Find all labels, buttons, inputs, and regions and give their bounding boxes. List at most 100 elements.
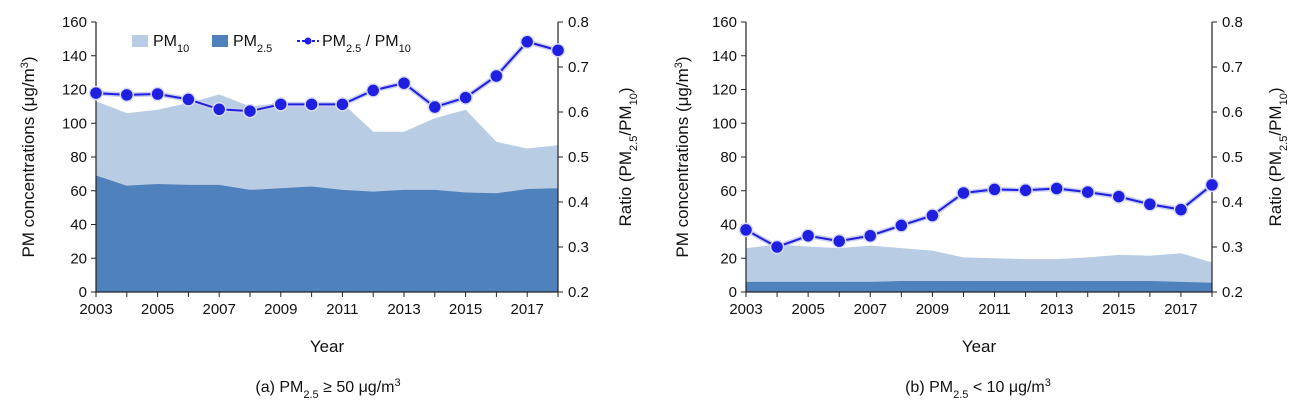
- x-tick-label: 2015: [449, 301, 482, 318]
- y-tick-label: 40: [70, 217, 87, 234]
- ratio-point: [427, 99, 443, 115]
- ratio-point: [956, 185, 971, 201]
- legend: PM10 PM2.5 PM2.5 / PM10: [132, 33, 411, 55]
- y2-tick-label: 0.5: [568, 149, 589, 166]
- ratio-point: [550, 43, 566, 58]
- chart-panel-a: 0 20 40 60 80 100 120 140 160 0.2 0.3 0.4 0.5 0.6 0.7 0…: [19, 14, 640, 401]
- y2-tick-label: 0.2: [568, 284, 589, 301]
- ratio-point: [365, 83, 381, 98]
- ratio-point: [304, 97, 319, 112]
- legend-swatch-ratio-marker: [304, 37, 312, 45]
- ratio-line-halo: [95, 38, 559, 114]
- ratio-line: [95, 40, 559, 113]
- ratio-point: [1080, 184, 1095, 200]
- y-tick-label: 0: [79, 284, 87, 301]
- ratio-point: [1111, 189, 1127, 204]
- legend-label-pm10: PM10: [153, 33, 189, 55]
- ratio-point: [1049, 181, 1064, 196]
- ratio-point: [863, 228, 878, 243]
- x-tick-label: 2017: [511, 301, 544, 318]
- y-tick-label: 60: [720, 183, 737, 200]
- y-tick-label: 20: [70, 250, 87, 267]
- ratio-point: [987, 182, 1002, 197]
- y-tick-label: 160: [62, 14, 87, 31]
- ratio-point: [1173, 202, 1189, 217]
- y-tick-label: 120: [712, 82, 737, 99]
- x-tick-label: 2003: [729, 301, 762, 318]
- panel-caption: (a) PM2.5 ≥ 50 μg/m3: [255, 377, 400, 401]
- y-tick-label: 140: [712, 48, 737, 65]
- x-tick-label: 2017: [1164, 301, 1197, 318]
- y2-tick-label: 0.4: [568, 194, 589, 211]
- ratio-point: [211, 102, 227, 117]
- x-tick-label: 2003: [79, 301, 112, 318]
- y-axis-title: PM concentrations (μg/m3): [673, 56, 692, 257]
- y2-tick-label: 0.6: [568, 104, 589, 121]
- y2-tick-label: 0.5: [1222, 149, 1243, 166]
- ratio-point: [1142, 197, 1158, 212]
- y2-axis-title: Ratio (PM2.5/PM10): [1266, 87, 1290, 226]
- y-tick-label: 20: [720, 250, 737, 267]
- ratio-point: [1018, 183, 1033, 198]
- y-tick-label: 80: [70, 149, 87, 166]
- y-tick-label: 120: [62, 82, 87, 99]
- x-tick-label: 2013: [1040, 301, 1073, 318]
- x-tick-label: 2007: [203, 301, 236, 318]
- y2-tick-label: 0.3: [568, 239, 589, 256]
- x-tick-label: 2005: [141, 301, 174, 318]
- y2-tick-label: 0.7: [568, 59, 589, 76]
- x-tick-label: 2009: [916, 301, 949, 318]
- ratio-point: [458, 90, 473, 105]
- panel-caption: (b) PM2.5 < 10 μg/m3: [905, 377, 1051, 401]
- x-tick-label: 2015: [1102, 301, 1135, 318]
- y-tick-label: 100: [62, 115, 87, 132]
- legend-swatch-pm25: [212, 35, 228, 47]
- ratio-point: [150, 86, 165, 102]
- x-axis-title: Year: [310, 337, 345, 356]
- ratio-point: [894, 218, 909, 233]
- y2-tick-label: 0.4: [1222, 194, 1243, 211]
- ratio-point: [181, 92, 196, 107]
- ratio-point: [831, 233, 847, 249]
- ratio-point: [396, 75, 412, 91]
- legend-label-ratio: PM2.5 / PM10: [322, 33, 411, 55]
- y2-tick-label: 0.6: [1222, 104, 1243, 121]
- ratio-point: [738, 222, 754, 238]
- x-tick-label: 2011: [326, 301, 358, 318]
- area-pm10: [746, 244, 1212, 292]
- y2-tick-label: 0.7: [1222, 59, 1243, 76]
- area-pm25: [746, 281, 1212, 292]
- legend-label-pm25: PM2.5: [233, 33, 272, 55]
- legend-swatch-pm10: [132, 35, 148, 47]
- ratio-point: [489, 68, 504, 84]
- y-tick-label: 100: [712, 115, 737, 132]
- x-axis-title: Year: [962, 337, 997, 356]
- ratio-point: [119, 87, 135, 103]
- ratio-line: [745, 184, 1213, 249]
- y2-tick-label: 0.8: [1222, 14, 1243, 31]
- y2-axis-title: Ratio (PM2.5/PM10): [616, 87, 640, 226]
- ratio-point: [769, 239, 785, 255]
- chart-panel-b: 0 20 40 60 80 100 120 140 160 0.2 0.3 0.4 0.5 0.6 0.7 0…: [673, 14, 1290, 401]
- x-tick-label: 2011: [978, 301, 1010, 318]
- y2-tick-label: 0.3: [1222, 239, 1243, 256]
- x-tick-label: 2005: [791, 301, 824, 318]
- ratio-point: [335, 97, 350, 112]
- ratio-point: [519, 34, 535, 50]
- y-tick-label: 0: [729, 284, 737, 301]
- x-tick-label: 2013: [387, 301, 420, 318]
- y-tick-label: 140: [62, 48, 87, 65]
- y-axis-title: PM concentrations (μg/m3): [19, 56, 38, 257]
- ratio-point: [242, 103, 258, 119]
- y-tick-label: 160: [712, 14, 737, 31]
- y-tick-label: 40: [720, 217, 737, 234]
- x-tick-label: 2009: [264, 301, 297, 318]
- y-tick-label: 60: [70, 183, 87, 200]
- area-pm25: [96, 175, 558, 292]
- ratio-point: [800, 228, 816, 243]
- ratio-point: [1204, 177, 1220, 193]
- ratio-point: [925, 208, 940, 223]
- y2-tick-label: 0.8: [568, 14, 589, 31]
